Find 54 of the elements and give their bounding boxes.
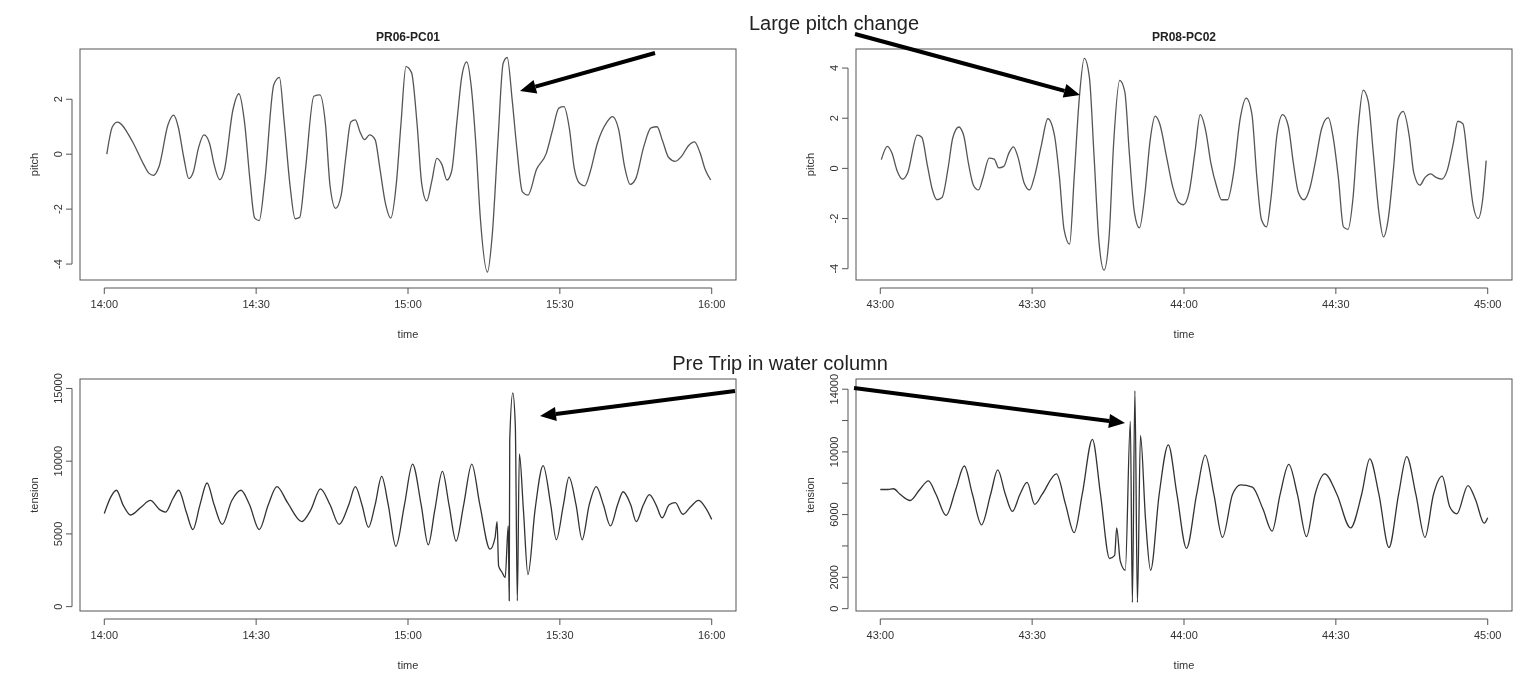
y-tick-label: -4 — [52, 259, 64, 269]
y-tick-label: 2000 — [828, 565, 840, 590]
y-tick-label: 14000 — [828, 373, 840, 405]
x-tick-label: 44:30 — [1322, 298, 1350, 310]
x-tick-label: 43:00 — [866, 629, 895, 641]
x-tick-label: 15:00 — [394, 298, 422, 310]
y-tick-label: 0 — [52, 603, 64, 610]
y-axis-title: pitch — [28, 152, 40, 177]
y-tick-label: -4 — [828, 263, 840, 274]
y-tick-label: 10000 — [52, 445, 64, 477]
x-axis-title: time — [1173, 328, 1195, 340]
x-tick-label: 43:30 — [1018, 298, 1046, 310]
y-tick-label: 2 — [52, 96, 64, 103]
x-tick-label: 14:00 — [90, 629, 119, 641]
y-axis-title: pitch — [804, 152, 816, 177]
y-tick-label: -2 — [828, 213, 840, 224]
y-tick-label: 10000 — [828, 436, 840, 468]
line-series — [103, 392, 713, 602]
x-tick-label: 43:30 — [1018, 629, 1046, 641]
y-tick-label: 2 — [828, 115, 840, 122]
x-tick-label: 45:00 — [1473, 629, 1502, 641]
y-tick-label: 15000 — [52, 373, 64, 404]
line-series — [880, 57, 1487, 271]
chart-title: PR08-PC02 — [1151, 30, 1217, 44]
y-tick-label: 6000 — [828, 502, 840, 527]
x-tick-label: 15:30 — [546, 629, 574, 641]
text: Large pitch change — [748, 12, 920, 34]
x-tick-label: 14:00 — [90, 298, 119, 310]
x-tick-label: 43:00 — [866, 298, 895, 310]
x-tick-label: 15:30 — [546, 298, 574, 310]
y-tick-label: -2 — [52, 204, 64, 215]
y-tick-label: 0 — [828, 165, 840, 172]
line-series — [879, 390, 1489, 604]
x-axis-title: time — [397, 659, 419, 671]
x-tick-label: 16:00 — [697, 629, 726, 641]
text: Pre Trip in water column — [672, 352, 888, 374]
y-tick-label: 0 — [828, 605, 840, 612]
x-axis-title: time — [397, 328, 419, 340]
x-tick-label: 16:00 — [697, 298, 726, 310]
x-axis-title: time — [1173, 659, 1195, 671]
y-tick-label: 4 — [828, 65, 840, 72]
x-tick-label: 14:30 — [242, 298, 270, 310]
line-series — [106, 56, 712, 273]
y-axis-title: tension — [804, 477, 816, 513]
y-tick-label: 5000 — [52, 521, 64, 547]
x-tick-label: 14:30 — [242, 629, 270, 641]
x-tick-label: 44:00 — [1170, 298, 1198, 310]
y-axis-title: tension — [28, 477, 40, 513]
x-tick-label: 44:00 — [1170, 629, 1198, 641]
x-tick-label: 45:00 — [1473, 298, 1502, 310]
x-tick-label: 15:00 — [394, 629, 422, 641]
chart-title: PR06-PC01 — [375, 30, 441, 44]
x-tick-label: 44:30 — [1322, 629, 1350, 641]
y-tick-label: 0 — [52, 151, 64, 158]
